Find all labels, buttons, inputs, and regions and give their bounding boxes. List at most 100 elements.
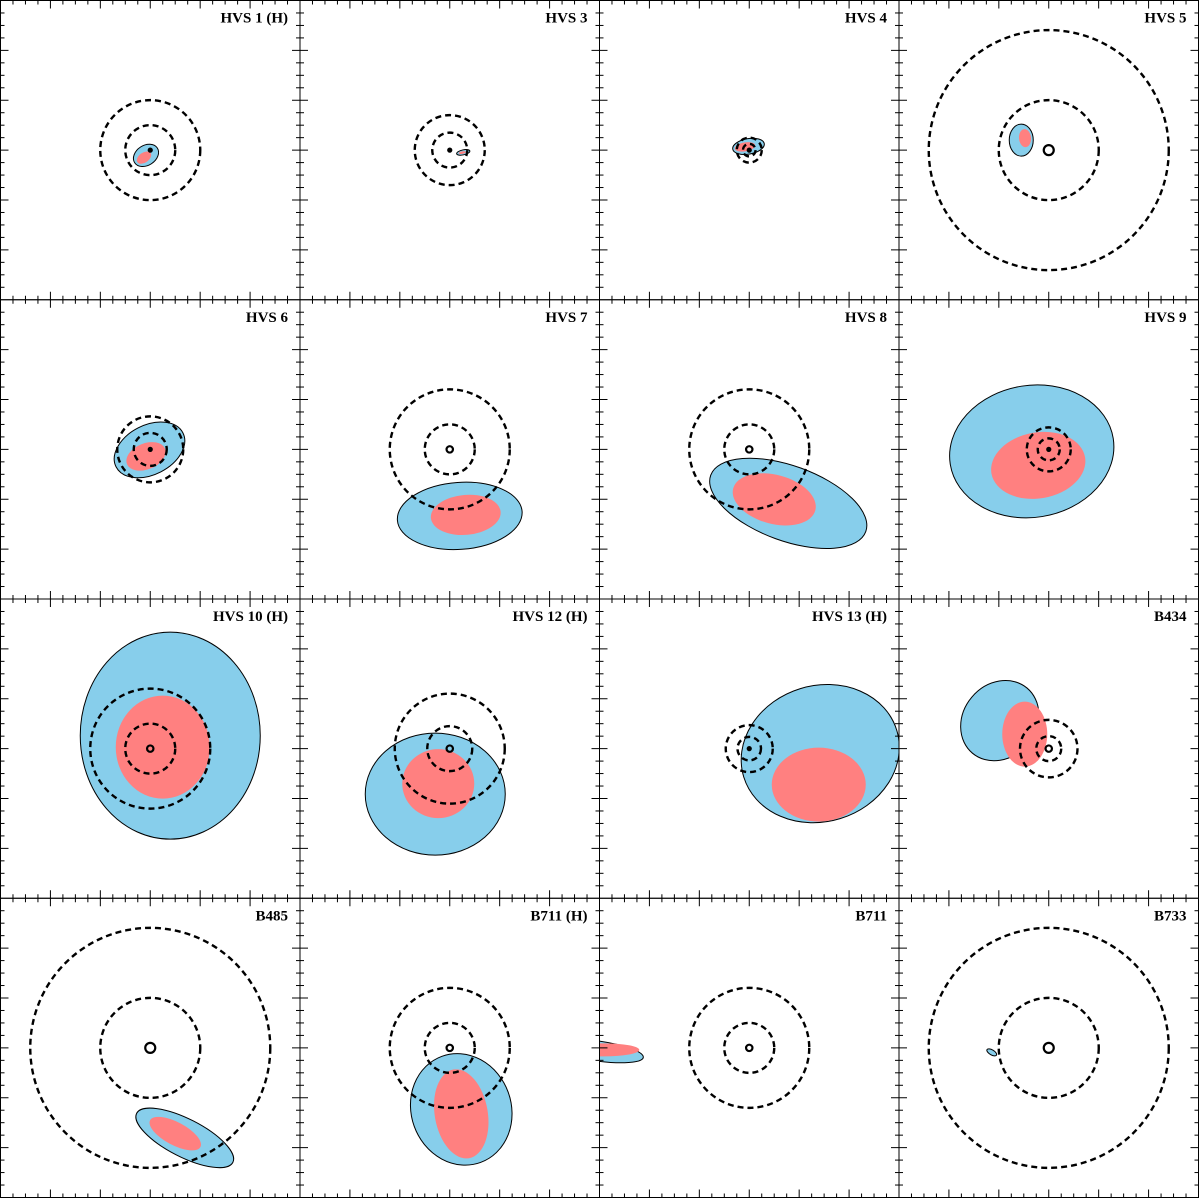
panel-7: HVS 8 — [599, 299, 900, 600]
dashed-ring-2 — [688, 388, 811, 511]
dashed-ring-1 — [736, 735, 763, 762]
center-ring-marker — [144, 1041, 157, 1054]
panel-ticks — [0, 599, 300, 899]
panel-plot-area — [79, 631, 261, 840]
dashed-ring-1 — [423, 423, 476, 476]
panel-2: HVS 3 — [299, 0, 600, 301]
dashed-ring-2 — [388, 388, 511, 511]
dashed-ring-2 — [735, 136, 763, 164]
panel-ticks — [300, 599, 600, 899]
panel-ticks — [0, 898, 300, 1198]
dashed-ring-1 — [426, 724, 474, 773]
outer-confidence-region — [986, 1048, 998, 1057]
panel-plot-area — [732, 136, 765, 164]
dashed-ring-2 — [99, 98, 202, 202]
center-ring-marker — [445, 1043, 455, 1053]
center-ring-marker — [1042, 144, 1055, 157]
panel-ticks — [899, 299, 1199, 599]
panel-plot-area — [927, 926, 1170, 1170]
center-ring-marker — [744, 1043, 754, 1053]
dashed-ring-2 — [29, 926, 272, 1170]
dashed-ring-1 — [997, 98, 1100, 202]
panel-6: HVS 7 — [299, 299, 600, 600]
panel-title: HVS 10 (H) — [213, 609, 288, 625]
outer-confidence-region — [599, 1038, 644, 1064]
panel-frame — [898, 598, 1199, 899]
dashed-ring-1 — [997, 996, 1100, 1100]
panel-ticks — [599, 898, 899, 1198]
dashed-ring-2 — [927, 28, 1170, 272]
panel-frame — [599, 897, 900, 1198]
panel-ticks — [899, 0, 1199, 300]
dashed-ring-2 — [927, 926, 1170, 1170]
panel-10: HVS 12 (H) — [299, 598, 600, 899]
panel-ticks — [899, 898, 1199, 1198]
dashed-ring-1 — [1036, 437, 1061, 462]
dashed-ring-2 — [688, 986, 811, 1110]
panel-ticks — [899, 599, 1199, 899]
inner-confidence-region — [115, 695, 210, 799]
panel-plot-area — [29, 926, 272, 1170]
panel-9: HVS 10 (H) — [0, 598, 301, 899]
center-ring-marker — [145, 744, 155, 753]
center-dot-marker — [147, 446, 153, 452]
panel-plot-area — [960, 679, 1079, 779]
center-ring-marker — [1042, 1041, 1055, 1054]
panel-11: HVS 13 (H) — [599, 598, 900, 899]
panel-title: B485 — [255, 908, 288, 924]
panel-plot-area — [724, 684, 899, 824]
panel-plot-area — [599, 986, 811, 1110]
panel-plot-area — [949, 384, 1115, 519]
dashed-ring-1 — [124, 722, 177, 775]
dashed-ring-1 — [132, 431, 168, 468]
panel-title: B733 — [1154, 908, 1187, 924]
inner-confidence-region — [149, 1116, 201, 1151]
panel-plot-area — [113, 415, 186, 484]
panel-title: B711 (H) — [530, 908, 587, 924]
panel-12: B434 — [898, 598, 1199, 899]
panel-title: HVS 1 (H) — [221, 11, 289, 27]
center-dot-marker — [447, 147, 453, 153]
panel-frame — [898, 0, 1199, 301]
panel-ticks — [599, 0, 899, 300]
inner-confidence-region — [991, 431, 1086, 499]
dashed-ring-2 — [393, 692, 506, 805]
center-ring-marker — [1044, 744, 1054, 753]
panel-frame — [299, 299, 600, 600]
inner-confidence-region — [599, 1043, 640, 1057]
center-ring-marker — [445, 445, 455, 454]
dashed-ring-2 — [1025, 426, 1072, 473]
panel-8: HVS 9 — [898, 299, 1199, 600]
panel-15: B711 — [599, 897, 900, 1198]
inner-confidence-region — [458, 151, 466, 155]
panel-title: B434 — [1154, 609, 1187, 625]
panel-title: HVS 5 — [1144, 11, 1186, 27]
panel-1: HVS 1 (H) — [0, 0, 301, 301]
inner-confidence-region — [771, 747, 866, 822]
inner-confidence-region — [136, 151, 152, 164]
dashed-ring-1 — [99, 996, 202, 1100]
panel-title: HVS 4 — [845, 11, 888, 27]
panel-title: HVS 3 — [545, 11, 587, 27]
panel-ticks — [0, 0, 300, 300]
dashed-ring-2 — [413, 113, 486, 187]
panel-frame — [898, 897, 1199, 1198]
panel-ticks — [300, 0, 600, 300]
dashed-ring-1 — [723, 1021, 776, 1075]
center-dot-marker — [746, 746, 752, 752]
dashed-ring-1 — [124, 123, 177, 177]
panel-ticks — [599, 599, 899, 899]
inner-confidence-region — [430, 494, 501, 536]
center-dot-marker — [147, 147, 153, 153]
panel-plot-area — [99, 98, 202, 202]
panel-5: HVS 6 — [0, 299, 301, 600]
panel-ticks — [300, 299, 600, 599]
panel-frame — [0, 897, 301, 1198]
dashed-ring-1 — [723, 423, 776, 476]
panel-4: HVS 5 — [898, 0, 1199, 301]
inner-confidence-region — [402, 749, 475, 819]
dashed-ring-1 — [1035, 734, 1063, 763]
panel-ticks — [300, 898, 600, 1198]
center-dot-marker — [1046, 446, 1052, 452]
